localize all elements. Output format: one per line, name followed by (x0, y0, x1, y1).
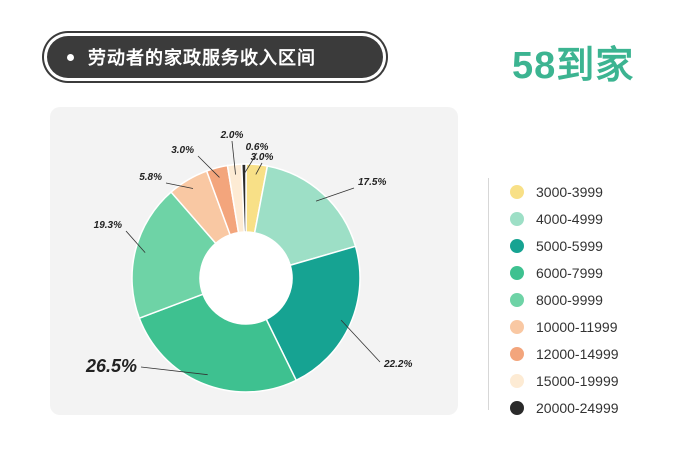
leader-line-5000-5999 (340, 319, 381, 363)
legend-swatch (510, 265, 524, 280)
legend-label: 12000-14999 (536, 345, 619, 362)
leader-line-4000-4999 (315, 187, 355, 202)
leader-line-10000-11999 (165, 182, 194, 189)
leader-line-3000-3999 (255, 162, 263, 175)
chart-title-banner: 劳动者的家政服务收入区间 (47, 36, 383, 78)
donut-slice-5000-5999 (265, 245, 361, 382)
data-label-10000-11999: 5.8% (139, 172, 162, 183)
leader-line-20000-24999 (243, 152, 258, 175)
legend-item: 5000-5999 (510, 232, 619, 259)
data-label-20000-24999: 0.6% (246, 142, 269, 153)
legend-item: 6000-7999 (510, 259, 619, 286)
legend-label: 5000-5999 (536, 237, 603, 254)
bullet-dot-icon (67, 53, 74, 61)
legend-label: 8000-9999 (536, 291, 603, 308)
legend-item: 12000-14999 (510, 340, 619, 367)
legend-swatch (510, 400, 524, 415)
legend-label: 4000-4999 (536, 210, 603, 227)
legend-label: 3000-3999 (536, 183, 603, 200)
legend-swatch (510, 238, 524, 253)
legend-label: 10000-11999 (536, 318, 618, 335)
legend-item: 20000-24999 (510, 394, 619, 421)
legend-swatch (510, 373, 524, 388)
legend-item: 10000-11999 (510, 313, 619, 340)
legend-swatch (510, 319, 524, 334)
data-label-8000-9999: 19.3% (94, 220, 122, 231)
leader-line-12000-14999 (197, 155, 220, 178)
leader-line-6000-7999 (140, 366, 208, 376)
legend-item: 3000-3999 (510, 178, 619, 205)
data-label-5000-5999: 22.2% (383, 359, 412, 370)
legend-label: 20000-24999 (536, 399, 619, 416)
legend-list: 3000-3999 4000-4999 5000-5999 6000-7999 8000… (510, 178, 619, 421)
legend-swatch (510, 346, 524, 361)
data-label-3000-3999: 3.0% (251, 152, 274, 163)
leader-line-15000-19999 (231, 140, 236, 175)
legend-swatch (510, 184, 524, 199)
data-label-15000-19999: 2.0% (220, 130, 244, 141)
donut-slice-4000-4999 (253, 165, 357, 267)
data-label-12000-14999: 3.0% (171, 145, 194, 156)
legend-item: 15000-19999 (510, 367, 619, 394)
donut-center (200, 232, 292, 324)
legend-label: 6000-7999 (536, 264, 603, 281)
chart-title: 劳动者的家政服务收入区间 (88, 48, 316, 69)
brand-logo: 58到家 (512, 45, 635, 87)
data-label-4000-4999: 17.5% (358, 177, 386, 188)
data-label-6000-7999: 26.5% (85, 356, 137, 376)
legend-item: 4000-4999 (510, 205, 619, 232)
legend-label: 15000-19999 (536, 372, 619, 389)
legend-swatch (510, 292, 524, 307)
legend-swatch (510, 211, 524, 226)
legend-item: 8000-9999 (510, 286, 619, 313)
legend-divider (488, 178, 489, 410)
leader-line-8000-9999 (125, 230, 146, 253)
